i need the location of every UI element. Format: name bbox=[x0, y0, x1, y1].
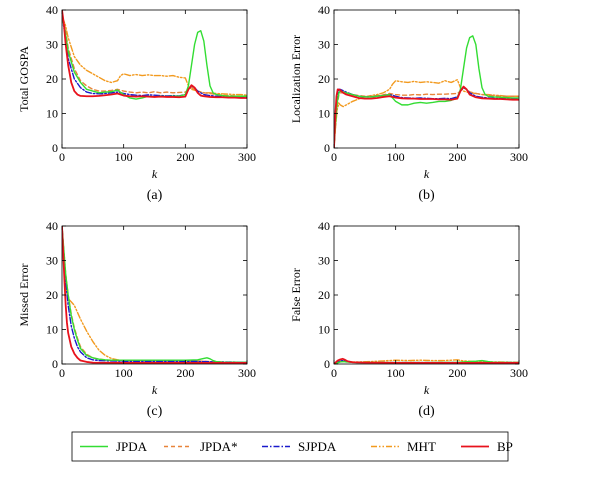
series-group bbox=[334, 357, 519, 364]
series-line-jpda bbox=[334, 35, 519, 148]
x-tick-label: 0 bbox=[59, 366, 65, 380]
y-tick-label: 0 bbox=[52, 141, 58, 155]
y-tick-label: 0 bbox=[52, 357, 58, 371]
x-tick-label: 100 bbox=[387, 366, 405, 380]
x-axis-label: k bbox=[152, 167, 158, 181]
plot-frame bbox=[333, 225, 520, 365]
x-tick-label: 0 bbox=[331, 150, 337, 164]
y-tick-label: 40 bbox=[46, 3, 58, 17]
y-tick-label: 0 bbox=[324, 141, 330, 155]
x-tick-label: 200 bbox=[176, 150, 194, 164]
x-tick-label: 300 bbox=[238, 150, 256, 164]
legend: JPDA JPDA* SJPDA MHT BP bbox=[71, 431, 513, 462]
plot-frame bbox=[333, 9, 520, 149]
y-tick-label: 20 bbox=[46, 288, 58, 302]
legend-label: JPDA bbox=[116, 439, 148, 454]
series-line-jpda-star bbox=[62, 226, 247, 363]
legend-item-sjpda: SJPDA bbox=[262, 439, 337, 454]
chart-panel-2: 0 100 200 300 0 10 20 30 40 k Localization Error (b… bbox=[289, 3, 528, 203]
y-tick-label: 40 bbox=[318, 219, 330, 233]
x-axis-label: k bbox=[152, 383, 158, 397]
series-line-mht bbox=[334, 359, 519, 364]
legend-item-mht: MHT bbox=[371, 439, 436, 454]
legend-item-jpda: JPDA bbox=[80, 439, 148, 454]
panel-caption: (d) bbox=[418, 404, 435, 419]
y-tick-label: 10 bbox=[318, 323, 330, 337]
y-tick-label: 20 bbox=[46, 72, 58, 86]
y-axis-label: False Error bbox=[289, 268, 303, 322]
x-tick-label: 100 bbox=[115, 150, 133, 164]
series-line-mht bbox=[62, 226, 247, 363]
series-line-bp bbox=[62, 226, 247, 364]
series-line-mht bbox=[62, 16, 247, 96]
y-tick-label: 10 bbox=[46, 323, 58, 337]
y-tick-label: 20 bbox=[318, 72, 330, 86]
y-tick-label: 30 bbox=[46, 38, 58, 52]
y-axis-label: Total GOSPA bbox=[17, 46, 31, 112]
series-line-jpda-star bbox=[62, 16, 247, 97]
chart-panel-4: 0 100 200 300 0 10 20 30 40 k False Error (d) bbox=[289, 219, 528, 419]
legend-label: BP bbox=[497, 439, 513, 454]
panel-caption: (a) bbox=[147, 188, 163, 203]
plot-frame bbox=[61, 225, 248, 365]
series-line-jpda bbox=[62, 16, 247, 100]
x-axis-label: k bbox=[424, 167, 430, 181]
x-tick-label: 300 bbox=[238, 366, 256, 380]
series-line-sjpda bbox=[62, 16, 247, 98]
x-tick-label: 100 bbox=[115, 366, 133, 380]
y-tick-label: 40 bbox=[318, 3, 330, 17]
x-tick-label: 300 bbox=[510, 150, 528, 164]
y-tick-label: 0 bbox=[324, 357, 330, 371]
legend-item-jpda-star: JPDA* bbox=[164, 439, 238, 454]
y-tick-label: 30 bbox=[318, 254, 330, 268]
x-tick-label: 200 bbox=[448, 150, 466, 164]
x-tick-label: 0 bbox=[59, 150, 65, 164]
x-tick-label: 0 bbox=[331, 366, 337, 380]
y-tick-label: 40 bbox=[46, 219, 58, 233]
series-group bbox=[62, 226, 247, 364]
series-line-bp bbox=[334, 85, 519, 148]
x-tick-label: 200 bbox=[448, 366, 466, 380]
y-tick-label: 20 bbox=[318, 288, 330, 302]
y-axis-label: Missed Error bbox=[17, 264, 31, 327]
x-tick-label: 200 bbox=[176, 366, 194, 380]
series-line-jpda bbox=[62, 226, 247, 363]
series-line-mht bbox=[334, 78, 519, 148]
y-tick-label: 10 bbox=[318, 107, 330, 121]
chart-panel-3: 0 100 200 300 0 10 20 30 40 k Missed Error (c) bbox=[17, 219, 256, 419]
y-tick-label: 30 bbox=[46, 254, 58, 268]
series-line-sjpda bbox=[62, 226, 247, 363]
panel-caption: (c) bbox=[147, 404, 163, 419]
series-group bbox=[62, 10, 247, 100]
chart-panel-1: 0 100 200 300 0 10 20 30 40 k Total GOSPA (a) bbox=[17, 3, 256, 203]
series-group bbox=[334, 35, 519, 148]
x-axis-label: k bbox=[424, 383, 430, 397]
y-axis-label: Localization Error bbox=[289, 35, 303, 123]
legend-label: SJPDA bbox=[298, 439, 337, 454]
panel-caption: (b) bbox=[418, 188, 435, 203]
x-tick-label: 100 bbox=[387, 150, 405, 164]
legend-item-bp: BP bbox=[461, 439, 513, 454]
x-tick-label: 300 bbox=[510, 366, 528, 380]
legend-label: MHT bbox=[407, 439, 436, 454]
series-line-bp bbox=[334, 357, 519, 364]
y-tick-label: 10 bbox=[46, 107, 58, 121]
y-tick-label: 30 bbox=[318, 38, 330, 52]
plot-frame bbox=[61, 9, 248, 149]
series-line-bp bbox=[62, 10, 247, 99]
legend-label: JPDA* bbox=[200, 439, 238, 454]
